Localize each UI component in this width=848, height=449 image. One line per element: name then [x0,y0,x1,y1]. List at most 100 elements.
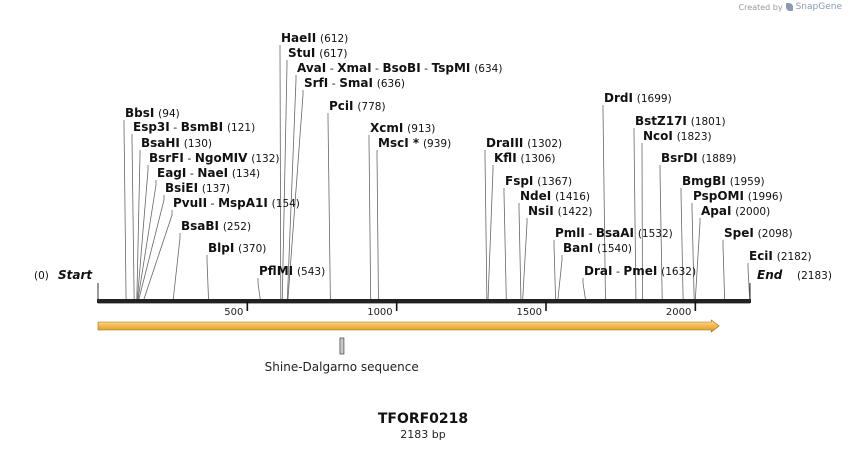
site-connector [503,188,507,300]
enzyme-name: NgoMIV [195,151,248,165]
cut-position: (121) [227,122,255,134]
site-esp3i[interactable]: Esp3I - BsmBI (121) [133,120,255,134]
svg-text:PspOMI (1996): PspOMI (1996) [693,189,783,203]
svg-text:Esp3I - BsmBI (121): Esp3I - BsmBI (121) [133,120,255,134]
site-connector [131,134,135,300]
site-xcmi[interactable]: XcmI (913) [370,121,435,135]
site-connector [281,60,288,300]
cut-position: (1306) [521,153,556,165]
enzyme-name: PspOMI [693,189,744,203]
enzyme-name: XmaI [337,61,371,75]
enzyme-name: BsiEI [165,181,198,195]
site-pmli[interactable]: PmlI - BsaAI (1532) [555,226,673,240]
site-pspomi[interactable]: PspOMI (1996) [693,189,783,203]
cut-position: (612) [320,33,348,45]
cut-position: (370) [238,243,266,255]
site-spei[interactable]: SpeI (2098) [724,226,793,240]
site-bsrdi[interactable]: BsrDI (1889) [661,151,736,165]
title-block: TFORF0218 2183 bp [378,411,468,441]
svg-text:BsiEI (137): BsiEI (137) [165,181,230,195]
site-ndei[interactable]: NdeI (1416) [520,189,590,203]
orf-arrow[interactable] [97,319,720,333]
cut-position: (634) [474,63,502,75]
svg-text:MscI * (939): MscI * (939) [378,136,451,150]
cut-position: (1302) [527,138,562,150]
site-ecii[interactable]: EciI (2182) [749,249,812,263]
site-srfi[interactable]: SrfI - SmaI (636) [304,76,405,90]
site-draiii[interactable]: DraIII (1302) [486,136,562,150]
cut-position: (137) [202,183,230,195]
cut-position: (252) [223,221,251,233]
site-connector [487,165,494,300]
site-bmgbi[interactable]: BmgBI (1959) [682,174,765,188]
svg-text:BsaBI (252): BsaBI (252) [181,219,251,233]
enzyme-name: XcmI [370,121,403,135]
map-name: TFORF0218 [378,411,468,427]
site-drdi[interactable]: DrdI (1699) [604,91,672,105]
site-drai[interactable]: DraI - PmeI (1632) [584,264,696,278]
enzyme-name: MspA1I [218,196,268,210]
enzyme-name: NsiI [528,204,554,218]
svg-text:BstZ17I (1801): BstZ17I (1801) [635,114,726,128]
cut-position: (1416) [555,191,590,203]
enzyme-name: SmaI [339,76,373,90]
site-ncoi[interactable]: NcoI (1823) [643,129,712,143]
site-eagi[interactable]: EagI - NaeI (134) [157,166,260,180]
site-bsahi[interactable]: BsaHI (130) [141,136,212,150]
enzyme-name: BsaBI [181,219,219,233]
site-haeii[interactable]: HaeII (612) [281,31,348,45]
site-connector [136,150,141,300]
svg-text:DrdI (1699): DrdI (1699) [604,91,672,105]
svg-text:PmlI - BsaAI (1532): PmlI - BsaAI (1532) [555,226,673,240]
site-bbsi[interactable]: BbsI (94) [125,106,180,120]
site-bsiei[interactable]: BsiEI (137) [165,181,230,195]
site-labels: (0) Start End (2183)HaeII (612)StuI (617)Av… [34,31,832,282]
enzyme-name: BlpI [208,241,234,255]
site-pvuii[interactable]: PvuII - MspA1I (154) [173,196,300,210]
site-avai[interactable]: AvaI - XmaI - BsoBI - TspMI (634) [297,61,502,75]
site-blpi[interactable]: BlpI (370) [208,241,266,255]
site-fspi[interactable]: FspI (1367) [505,174,572,188]
shine-dalgarno-label: Shine-Dalgarno sequence [265,360,419,374]
site-pcii[interactable]: PciI (778) [329,99,386,113]
site-connector [659,165,663,300]
site-connector [747,263,751,300]
site-connectors [123,45,751,300]
site-connector [518,203,522,300]
cut-position: (778) [357,101,385,113]
svg-text:SrfI - SmaI (636): SrfI - SmaI (636) [304,76,405,90]
svg-text:BmgBI (1959): BmgBI (1959) [682,174,765,188]
site-kfli[interactable]: KflI (1306) [494,151,555,165]
enzyme-name: MscI * [378,136,420,150]
enzyme-name: ApaI [701,204,731,218]
site-stui[interactable]: StuI (617) [288,46,347,60]
site-connector [137,165,149,300]
svg-text:NcoI (1823): NcoI (1823) [643,129,712,143]
enzyme-name: BanI [563,241,593,255]
site-connector [138,195,165,300]
svg-text:NsiI (1422): NsiI (1422) [528,204,593,218]
site-nsii[interactable]: NsiI (1422) [528,204,593,218]
enzyme-name: Esp3I [133,120,170,134]
site-msci[interactable]: MscI * (939) [378,136,451,150]
site-bani[interactable]: BanI (1540) [563,241,632,255]
snapgene-credit: Created by SnapGene [739,2,842,12]
cut-position: (1422) [558,206,593,218]
site-pflmi[interactable]: PflMI (543) [259,264,325,278]
site-bstz17i[interactable]: BstZ17I (1801) [635,114,726,128]
cut-position: (913) [407,123,435,135]
backbone: 500 1000 1500 2000 [97,283,751,318]
svg-text:EciI (2182): EciI (2182) [749,249,812,263]
enzyme-name: PmlI [555,226,585,240]
svg-text:BbsI (94): BbsI (94) [125,106,180,120]
cut-position: (1801) [691,116,726,128]
enzyme-name: NcoI [643,129,673,143]
svg-text:FspI (1367): FspI (1367) [505,174,572,188]
site-bsrfi[interactable]: BsrFI - NgoMIV (132) [149,151,279,165]
credit-created-by: Created by [738,2,783,12]
shine-dalgarno-box[interactable] [339,337,345,355]
cut-position: (134) [232,168,260,180]
cut-position: (1889) [701,153,736,165]
site-apai[interactable]: ApaI (2000) [701,204,770,218]
site-bsabi[interactable]: BsaBI (252) [181,219,251,233]
